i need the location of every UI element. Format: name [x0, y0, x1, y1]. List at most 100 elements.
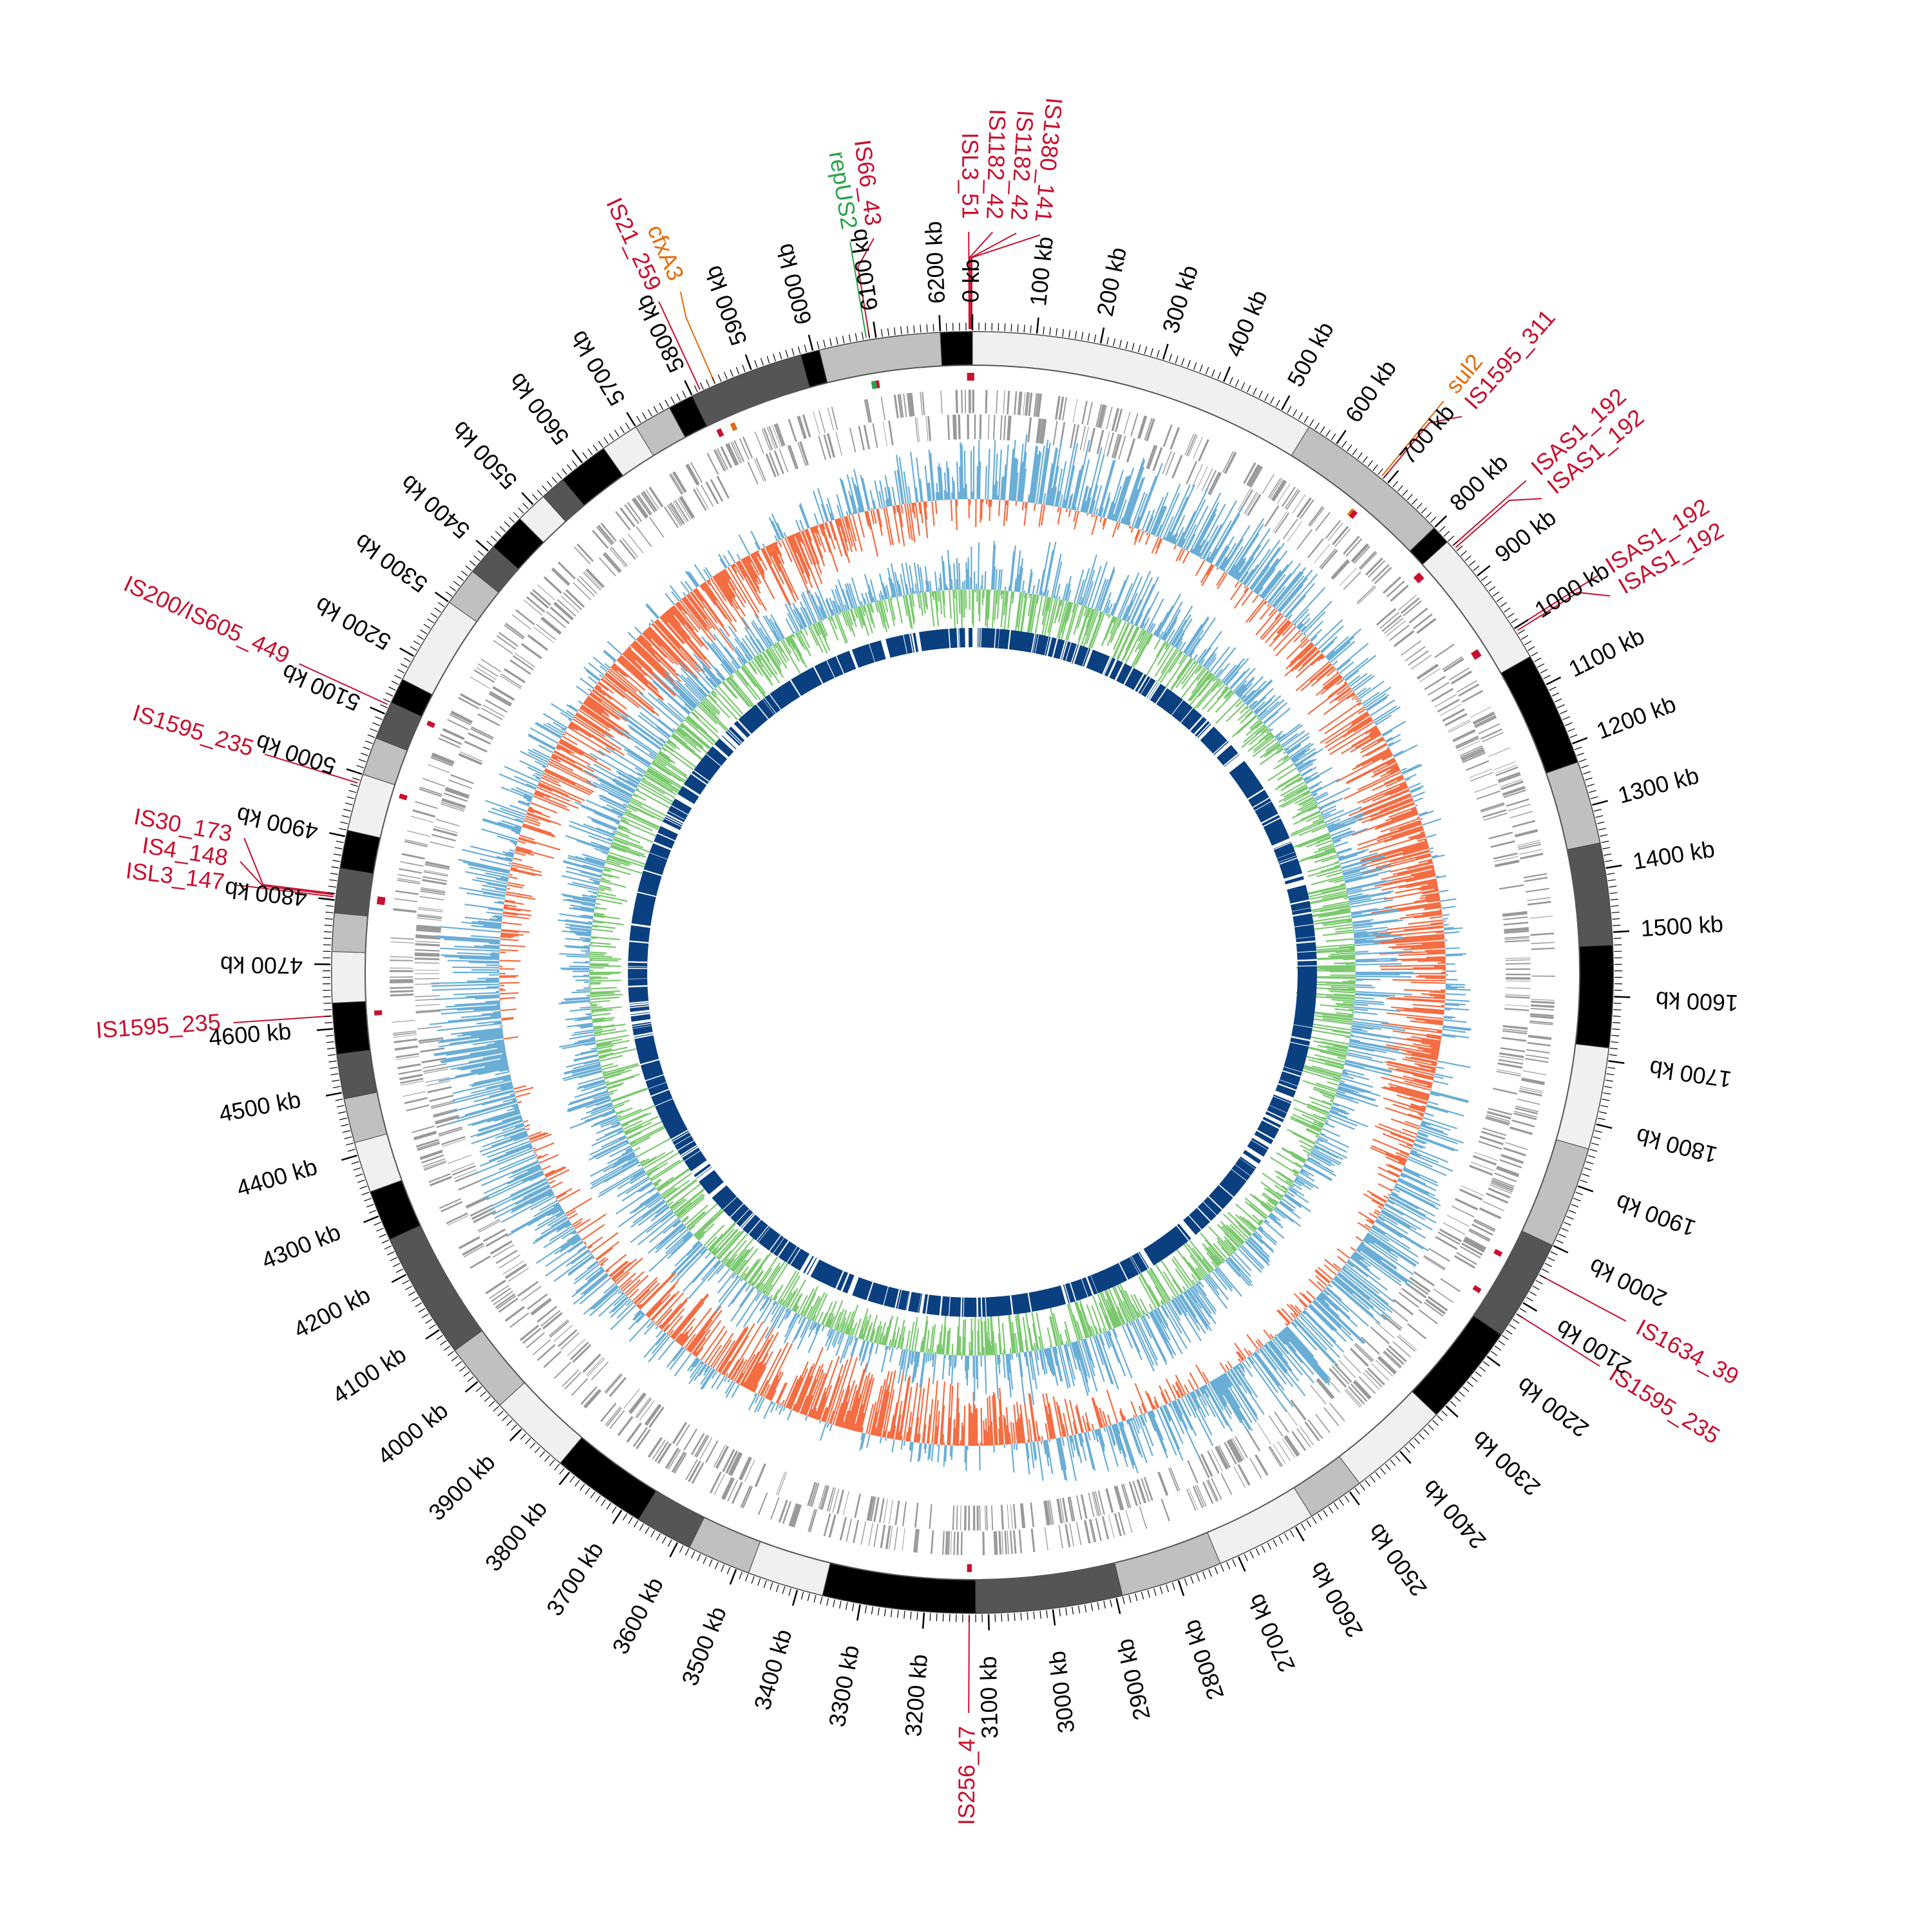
major-tick: [425, 1329, 440, 1340]
minor-tick: [361, 752, 368, 757]
orf-block: [1480, 802, 1504, 811]
minor-tick: [933, 323, 934, 332]
orf-block: [488, 692, 511, 707]
orf-block: [1423, 1256, 1445, 1271]
orf-block: [779, 448, 789, 473]
minor-tick: [1421, 507, 1427, 514]
orf-block: [942, 1531, 945, 1555]
orf-block: [394, 1045, 419, 1051]
tick-unit: kb: [1613, 1189, 1645, 1222]
minor-tick: [1598, 828, 1606, 831]
minor-tick: [826, 1598, 829, 1606]
minor-tick: [1150, 348, 1153, 356]
orf-block: [438, 737, 461, 748]
orf-block: [1374, 567, 1392, 585]
minor-tick: [1507, 612, 1515, 618]
orf-block: [426, 1080, 451, 1086]
homology-gap: [1293, 1024, 1314, 1028]
minor-tick: [1027, 1612, 1028, 1620]
major-tick: [1115, 1598, 1121, 1615]
orf-block: [1105, 1488, 1114, 1513]
orf-block: [442, 1138, 466, 1147]
orf-block: [532, 1339, 551, 1356]
homology-gap: [629, 1001, 650, 1005]
minor-tick: [1253, 388, 1257, 395]
minor-tick: [440, 1340, 447, 1346]
orf-block: [1123, 411, 1131, 435]
orf-block: [854, 1493, 861, 1519]
major-tick: [399, 647, 415, 657]
orf-block: [1192, 1486, 1204, 1508]
orf-block: [1315, 1414, 1331, 1434]
minor-tick: [1469, 560, 1476, 566]
minor-tick: [900, 327, 902, 335]
orf-block: [509, 659, 531, 675]
minor-tick: [1562, 716, 1570, 721]
orf-block: [486, 1233, 509, 1247]
major-tick: [509, 1428, 522, 1442]
minor-tick: [1030, 325, 1032, 334]
tick-label: 2100kb: [1551, 1314, 1636, 1379]
orf-block: [1090, 1519, 1097, 1542]
homology-gap: [729, 1202, 744, 1218]
orf-block: [1433, 1288, 1454, 1303]
orf-block: [1095, 404, 1103, 428]
minor-tick: [1463, 1386, 1470, 1392]
minor-tick: [884, 1608, 886, 1616]
orf-block: [880, 1524, 886, 1549]
minor-tick: [506, 1419, 513, 1426]
orf-block: [1282, 1437, 1296, 1458]
orf-block: [1496, 1166, 1520, 1176]
orf-block: [598, 524, 614, 544]
orf-block: [1036, 418, 1041, 444]
minor-tick: [1273, 1539, 1278, 1547]
homology-gap: [948, 628, 951, 649]
minor-tick: [339, 828, 346, 831]
orf-block: [1377, 1357, 1396, 1375]
minor-tick: [1249, 1551, 1255, 1558]
orf-block: [450, 712, 473, 724]
minor-tick: [1613, 1016, 1621, 1018]
orf-block: [463, 1245, 485, 1258]
minor-tick: [484, 1396, 491, 1402]
minor-tick: [467, 1376, 474, 1382]
feature-leader-line: [1517, 1314, 1600, 1367]
minor-tick: [1301, 1523, 1306, 1531]
orf-block: [1106, 432, 1115, 457]
minor-tick: [1406, 494, 1413, 500]
orf-block: [808, 1509, 816, 1532]
orf-block: [447, 719, 469, 731]
homology-gap: [1293, 923, 1314, 927]
tick-label: 200kb: [1092, 245, 1132, 318]
orf-block: [469, 1255, 491, 1269]
homology-gap: [1240, 1152, 1260, 1168]
minor-tick: [347, 1148, 355, 1152]
homology-gap: [1103, 656, 1113, 676]
orf-block: [1235, 1435, 1248, 1459]
orf-block: [976, 1505, 979, 1531]
minor-tick: [1437, 1415, 1443, 1421]
orf-block: [451, 1162, 475, 1173]
orf-block: [1238, 488, 1251, 511]
homology-gap: [1070, 643, 1078, 664]
tick-unit: kb: [1303, 1558, 1339, 1593]
minor-tick: [763, 1580, 767, 1588]
minor-tick: [676, 393, 681, 401]
orf-block: [1488, 747, 1511, 757]
feature-mark: [1349, 509, 1358, 519]
orf-block: [1424, 676, 1446, 690]
orf-block: [1095, 1491, 1102, 1516]
minor-tick: [1333, 1502, 1339, 1510]
orf-block: [1186, 460, 1198, 485]
homology-gap: [847, 1274, 859, 1296]
major-tick: [612, 1510, 623, 1524]
orf-block: [393, 1038, 417, 1043]
minor-tick: [848, 334, 851, 343]
minor-tick: [775, 1584, 779, 1593]
orf-block: [1530, 1013, 1554, 1017]
minor-tick: [1175, 355, 1179, 364]
homology-gap: [1222, 752, 1240, 767]
tick-label: 1500 kb: [1640, 910, 1723, 942]
orf-block: [529, 591, 549, 609]
minor-tick: [335, 1099, 343, 1101]
